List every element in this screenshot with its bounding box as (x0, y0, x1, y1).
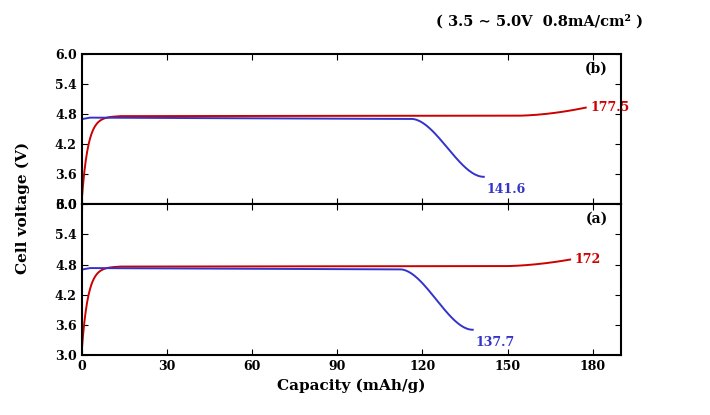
Text: 141.6: 141.6 (486, 183, 526, 196)
Text: (a): (a) (586, 212, 608, 226)
Text: (b): (b) (585, 61, 608, 76)
Text: 172: 172 (574, 253, 601, 266)
Text: Cell voltage (V): Cell voltage (V) (16, 142, 30, 273)
Text: 177.5: 177.5 (590, 101, 629, 114)
X-axis label: Capacity (mAh/g): Capacity (mAh/g) (277, 378, 426, 393)
Text: 137.7: 137.7 (476, 336, 515, 349)
Text: ( 3.5 ∼ 5.0V  0.8mA/cm² ): ( 3.5 ∼ 5.0V 0.8mA/cm² ) (436, 15, 643, 29)
